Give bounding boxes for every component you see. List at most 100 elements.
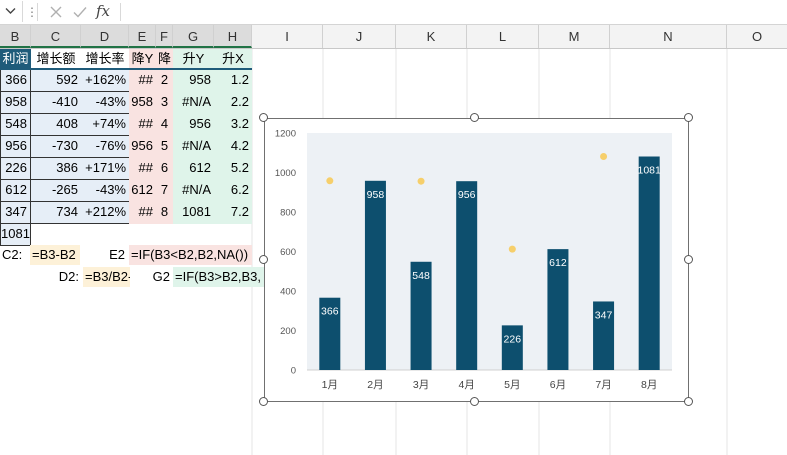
resize-handle-right[interactable] — [684, 255, 693, 264]
name-box-dropdown[interactable] — [0, 1, 23, 22]
divider — [37, 3, 38, 21]
cell-c3[interactable]: 592 — [31, 70, 81, 92]
cell-d6[interactable]: -76% — [81, 136, 129, 158]
y-tick-label: 200 — [280, 326, 296, 337]
cell-f6[interactable]: 5 — [156, 136, 173, 158]
cell-c6[interactable]: -730 — [31, 136, 81, 158]
column-header-e[interactable]: E — [129, 25, 156, 48]
cell-e4[interactable]: 958 — [129, 92, 156, 114]
x-tick-label: 2月 — [367, 379, 383, 391]
resize-handle-top-right[interactable] — [684, 113, 693, 122]
cell-b9[interactable]: 347 — [0, 202, 31, 224]
cell-h6[interactable]: 4.2 — [214, 136, 252, 158]
cell-c7[interactable]: 386 — [31, 158, 81, 180]
resize-handle-bottom-right[interactable] — [684, 397, 693, 406]
header-cell-b[interactable]: 利润 — [0, 49, 31, 69]
worksheet-grid[interactable]: 利润 增长额 增长率 降Y 降 升Y 升X 366 592 +162% ## 2… — [0, 49, 787, 455]
cell-f5[interactable]: 4 — [156, 114, 173, 136]
column-header-m[interactable]: M — [539, 25, 610, 48]
bar — [638, 156, 660, 370]
resize-handle-bottom[interactable] — [470, 397, 479, 406]
y-tick-label: 800 — [280, 208, 296, 219]
cell-g4[interactable]: #N/A — [173, 92, 214, 114]
formula-bar: ⋮ fx — [0, 0, 787, 25]
more-options-icon[interactable]: ⋮ — [26, 5, 38, 19]
cell-b10[interactable]: 1081 — [0, 224, 31, 246]
cell-h4[interactable]: 2.2 — [214, 92, 252, 114]
column-header-c[interactable]: C — [31, 25, 81, 48]
cell-c4[interactable]: -410 — [31, 92, 81, 114]
header-cell-e[interactable]: 降Y — [129, 49, 156, 69]
cell-g8[interactable]: #N/A — [173, 180, 214, 202]
cell-c9[interactable]: 734 — [31, 202, 81, 224]
cell-d3[interactable]: +162% — [81, 70, 129, 92]
resize-handle-top-left[interactable] — [259, 113, 268, 122]
column-header-n[interactable]: N — [610, 25, 727, 48]
header-underline — [0, 68, 252, 70]
cell-e5[interactable]: ## — [129, 114, 156, 136]
column-header-l[interactable]: L — [467, 25, 539, 48]
cell-g7[interactable]: 612 — [173, 158, 214, 180]
cell-h5[interactable]: 3.2 — [214, 114, 252, 136]
chevron-down-icon — [5, 8, 16, 14]
header-cell-f[interactable]: 降 — [156, 49, 173, 69]
column-header-j[interactable]: J — [323, 25, 396, 48]
header-cell-c[interactable]: 增长额 — [36, 51, 76, 66]
cell-g5[interactable]: 956 — [173, 114, 214, 136]
insert-function-button[interactable]: fx — [96, 2, 111, 20]
x-tick-label: 7月 — [595, 379, 611, 391]
cell-e9[interactable]: ## — [129, 202, 156, 224]
header-cell-d[interactable]: 增长率 — [85, 51, 125, 66]
cell-h7[interactable]: 5.2 — [214, 158, 252, 180]
cell-b7[interactable]: 226 — [0, 158, 31, 180]
cell-b8[interactable]: 612 — [0, 180, 31, 202]
scatter-point — [326, 177, 334, 185]
column-header-b[interactable]: B — [0, 25, 31, 48]
cell-e6[interactable]: 956 — [129, 136, 156, 158]
cell-h3[interactable]: 1.2 — [214, 70, 252, 92]
resize-handle-bottom-left[interactable] — [259, 397, 268, 406]
column-header-g[interactable]: G — [173, 25, 214, 48]
header-cell-g[interactable]: 升Y — [173, 49, 214, 69]
bar — [319, 297, 341, 370]
check-icon[interactable] — [72, 4, 88, 20]
column-header-i[interactable]: I — [252, 25, 323, 48]
cell-b4[interactable]: 958 — [0, 92, 31, 114]
cell-b3[interactable]: 366 — [0, 70, 31, 92]
column-header-f[interactable]: F — [156, 25, 173, 48]
cell-c5[interactable]: 408 — [31, 114, 81, 136]
cell-g6[interactable]: #N/A — [173, 136, 214, 158]
column-header-o[interactable]: O — [751, 29, 763, 44]
resize-handle-top[interactable] — [470, 113, 479, 122]
cell-h9[interactable]: 7.2 — [214, 202, 252, 224]
cancel-icon[interactable] — [48, 4, 64, 20]
cell-e3[interactable]: ## — [129, 70, 156, 92]
cell-c8[interactable]: -265 — [31, 180, 81, 202]
cell-f9[interactable]: 8 — [156, 202, 173, 224]
formula-input[interactable] — [122, 1, 787, 24]
cell-e8[interactable]: 612 — [129, 180, 156, 202]
cell-h8[interactable]: 6.2 — [214, 180, 252, 202]
chart-object[interactable]: 0 200 400 600 800 1000 1200 366 1月 958 2月 548 3月 956 4… — [264, 118, 689, 402]
cell-g3[interactable]: 958 — [173, 70, 214, 92]
cell-d5[interactable]: +74% — [81, 114, 129, 136]
cell-f8[interactable]: 7 — [156, 180, 173, 202]
cell-d8[interactable]: -43% — [81, 180, 129, 202]
header-cell-h[interactable]: 升X — [214, 49, 252, 69]
cell-f4[interactable]: 3 — [156, 92, 173, 114]
cell-g9[interactable]: 1081 — [173, 202, 214, 224]
resize-handle-left[interactable] — [259, 255, 268, 264]
plot-area — [307, 133, 672, 370]
cell-d7[interactable]: +171% — [81, 158, 129, 180]
cell-f7[interactable]: 6 — [156, 158, 173, 180]
column-header-h[interactable]: H — [214, 25, 252, 48]
cell-d9[interactable]: +212% — [81, 202, 129, 224]
column-header-k[interactable]: K — [396, 25, 467, 48]
column-header-d[interactable]: D — [81, 25, 129, 48]
cell-b5[interactable]: 548 — [0, 114, 31, 136]
cell-e7[interactable]: ## — [129, 158, 156, 180]
cell-d4[interactable]: -43% — [81, 92, 129, 114]
bar — [410, 261, 432, 370]
cell-f3[interactable]: 2 — [156, 70, 173, 92]
cell-b6[interactable]: 956 — [0, 136, 31, 158]
